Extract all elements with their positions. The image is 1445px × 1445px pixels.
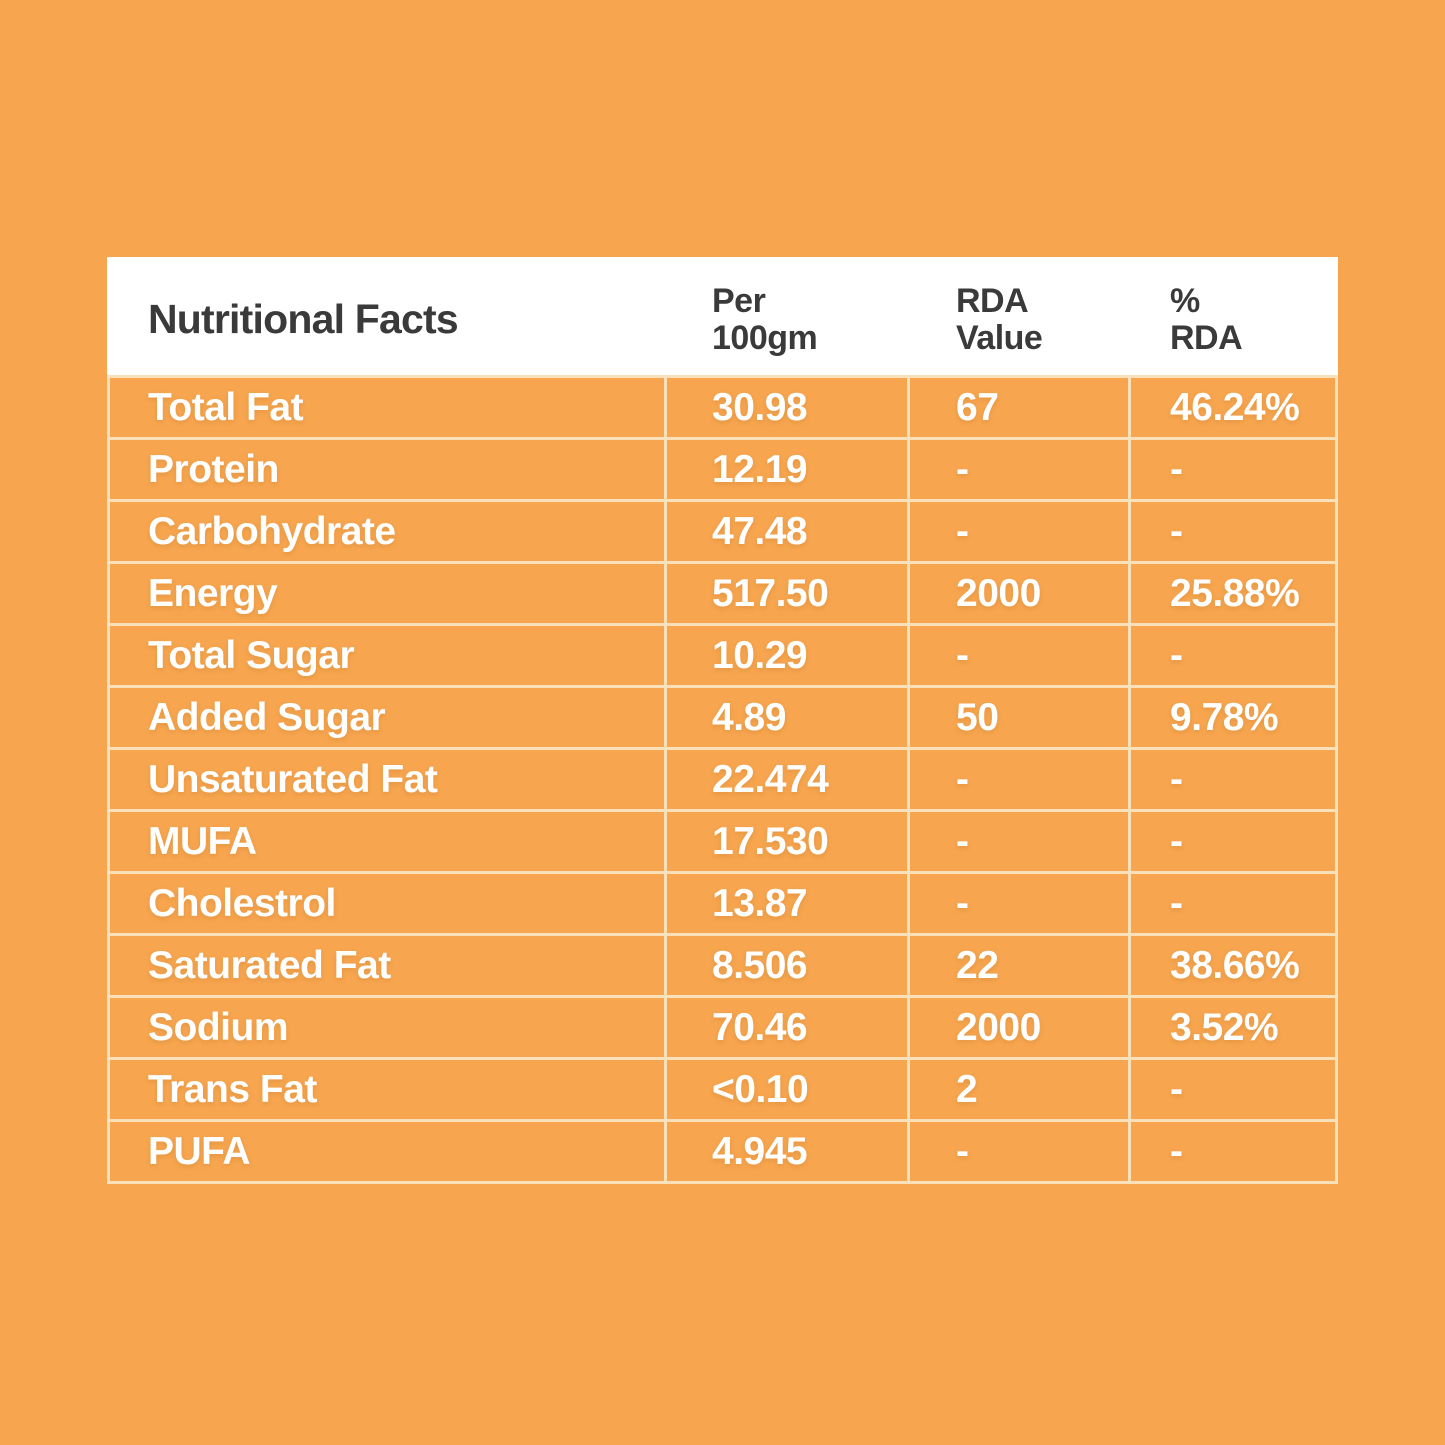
column-header-rda-value: RDA Value (911, 275, 1132, 357)
rda-value: 2000 (910, 998, 1128, 1057)
rda-percent: - (1131, 874, 1335, 933)
column-header-per-100gm: Per 100gm (668, 275, 911, 357)
nutrient-label: Trans Fat (110, 1060, 664, 1119)
rda-value: - (910, 750, 1128, 809)
column-header-line: 100gm (712, 319, 818, 357)
rda-value: - (910, 874, 1128, 933)
rda-percent: - (1131, 1060, 1335, 1119)
column-header-line: Value (956, 319, 1043, 357)
rda-value: 2000 (910, 564, 1128, 623)
column-header-rda-percent: % RDA (1132, 275, 1338, 357)
per-100gm-value: 13.87 (667, 874, 907, 933)
nutrient-label: Sodium (110, 998, 664, 1057)
nutrient-label: Cholestrol (110, 874, 664, 933)
rda-percent: 3.52% (1131, 998, 1335, 1057)
rda-value: - (910, 440, 1128, 499)
nutrient-label: MUFA (110, 812, 664, 871)
nutrient-label: Energy (110, 564, 664, 623)
per-100gm-value: 47.48 (667, 502, 907, 561)
per-100gm-value: 10.29 (667, 626, 907, 685)
column-header-line: RDA (1170, 319, 1243, 357)
per-100gm-value: 70.46 (667, 998, 907, 1057)
nutrient-label: Unsaturated Fat (110, 750, 664, 809)
nutrient-label: Carbohydrate (110, 502, 664, 561)
per-100gm-value: 8.506 (667, 936, 907, 995)
rda-percent: 25.88% (1131, 564, 1335, 623)
table-header: Nutritional Facts Per 100gm RDA Value % … (107, 257, 1338, 375)
column-header-line: % (1170, 282, 1200, 320)
per-100gm-value: 4.89 (667, 688, 907, 747)
per-100gm-value: 30.98 (667, 378, 907, 437)
rda-percent: - (1131, 1122, 1335, 1181)
rda-value: 22 (910, 936, 1128, 995)
rda-percent: - (1131, 440, 1335, 499)
column-header-line: RDA (956, 282, 1029, 320)
rda-value: - (910, 1122, 1128, 1181)
rda-value: 2 (910, 1060, 1128, 1119)
nutrient-label: Saturated Fat (110, 936, 664, 995)
per-100gm-value: 4.945 (667, 1122, 907, 1181)
table-body: Total Fat 30.98 67 46.24% Protein 12.19 … (107, 375, 1338, 1184)
nutrient-label: PUFA (110, 1122, 664, 1181)
rda-value: 50 (910, 688, 1128, 747)
rda-value: - (910, 502, 1128, 561)
rda-percent: - (1131, 812, 1335, 871)
per-100gm-value: 12.19 (667, 440, 907, 499)
nutrient-label: Total Sugar (110, 626, 664, 685)
nutrient-label: Protein (110, 440, 664, 499)
table-title: Nutritional Facts (148, 295, 459, 342)
per-100gm-value: 17.530 (667, 812, 907, 871)
per-100gm-value: <0.10 (667, 1060, 907, 1119)
nutrient-label: Total Fat (110, 378, 664, 437)
rda-value: - (910, 812, 1128, 871)
rda-value: - (910, 626, 1128, 685)
rda-percent: - (1131, 750, 1335, 809)
rda-value: 67 (910, 378, 1128, 437)
rda-percent: - (1131, 626, 1335, 685)
rda-percent: - (1131, 502, 1335, 561)
nutrition-table: Nutritional Facts Per 100gm RDA Value % … (107, 257, 1338, 1184)
per-100gm-value: 22.474 (667, 750, 907, 809)
per-100gm-value: 517.50 (667, 564, 907, 623)
nutrient-label: Added Sugar (110, 688, 664, 747)
rda-percent: 9.78% (1131, 688, 1335, 747)
column-header-line: Per (712, 282, 766, 320)
rda-percent: 46.24% (1131, 378, 1335, 437)
rda-percent: 38.66% (1131, 936, 1335, 995)
